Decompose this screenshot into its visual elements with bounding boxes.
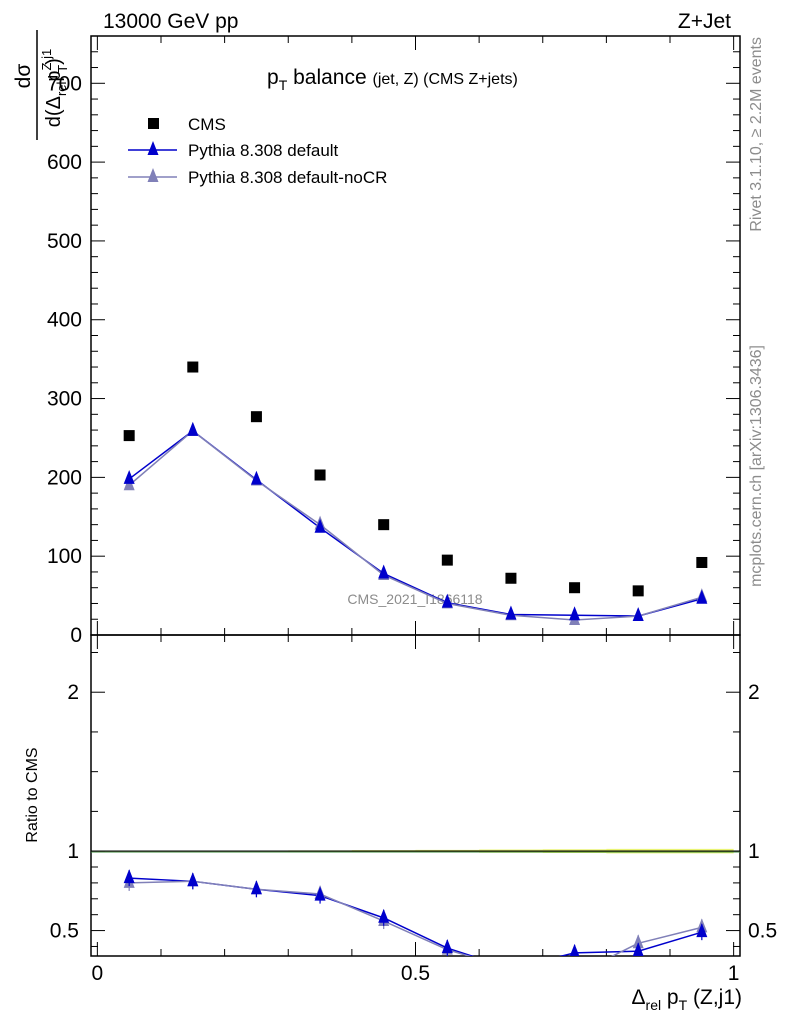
legend-marker-cms [148, 118, 159, 129]
legend-marker [147, 141, 159, 155]
legend-marker [147, 168, 159, 182]
cms-data-point [250, 411, 262, 423]
ratio-data-point [632, 934, 644, 949]
ratio-y-tick-label-right: 0.5 [748, 920, 777, 943]
ylabel-numerator: dσ [12, 64, 35, 89]
top-y-tick-label: 100 [47, 545, 82, 568]
ratio-panel-frame [90, 634, 741, 957]
cms-data-point [569, 582, 581, 594]
top-y-tick-label: 400 [47, 309, 82, 332]
ratio-y-tick-label: 2 [67, 681, 79, 704]
mc-data-point [696, 589, 708, 604]
mc-data-point [632, 607, 644, 622]
ratio-data-point [314, 886, 326, 901]
cms-data-point [696, 556, 708, 568]
x-axis-label: Δrel pT (Z,j1) [632, 986, 743, 1013]
legend-label: Pythia 8.308 default-noCR [188, 168, 387, 187]
ratio-y-tick-label-right: 1 [748, 840, 760, 863]
mcplots-label: mcplots.cern.ch [arXiv:1306.3436] [748, 345, 765, 587]
legend-label: Pythia 8.308 default [188, 141, 339, 160]
ratio-data-point [696, 923, 708, 938]
ratio-data-point [187, 872, 199, 887]
mc-data-point [441, 593, 453, 608]
rivet-label: Rivet 3.1.10, ≥ 2.2M events [748, 37, 765, 232]
cms-data-point [123, 430, 135, 442]
top-series-line [128, 429, 703, 621]
ratio-data-point [569, 943, 580, 956]
ratio-series-line [129, 880, 703, 956]
ratio-data-point [250, 880, 262, 895]
plot-marks: 0 0.5 1 0 100 200 300 400 500 600 700 0.5 0.5 1 1 2 2 CMS… [47, 35, 777, 985]
top-y-tick-label: 0 [70, 624, 82, 647]
top-y-tick-label: 700 [47, 72, 82, 95]
mc-data-point [250, 470, 262, 485]
mc-data-point [569, 606, 581, 621]
mc-data-point [378, 564, 390, 579]
x-tick-label: 0.5 [401, 962, 430, 985]
ratio-y-tick-label: 0.5 [50, 920, 79, 943]
cms-data-point [187, 361, 199, 373]
legend-label: CMS [188, 115, 226, 134]
ratio-data-point [123, 869, 135, 884]
mc-data-point [187, 421, 199, 436]
energy-label: 13000 GeV pp [103, 10, 238, 33]
ratio-data-point [378, 908, 390, 923]
top-y-axis-label: dσ d(ΔrelpZ,j1T) [12, 30, 70, 140]
top-y-tick-label: 200 [47, 466, 82, 489]
top-y-tick-label: 300 [47, 388, 82, 411]
mc-data-point [314, 518, 326, 533]
cms-data-point [314, 469, 326, 481]
top-series-line [128, 429, 703, 617]
x-tick-label: 0 [92, 962, 104, 985]
top-y-tick-label: 600 [47, 151, 82, 174]
process-label: Z+Jet [678, 10, 731, 33]
mc-data-point [123, 469, 135, 484]
legend: CMS Pythia 8.308 default Pythia 8.308 defa… [128, 115, 387, 187]
ratio-y-axis-label: Ratio to CMS [24, 747, 41, 842]
cms-data-point [441, 554, 453, 566]
cms-data-point [505, 572, 517, 584]
chart-title: pT balance (jet, Z) (CMS Z+jets) [267, 66, 518, 93]
mc-data-point [505, 605, 517, 620]
ratio-y-tick-label: 1 [67, 840, 79, 863]
top-y-tick-label: 500 [47, 230, 82, 253]
cms-data-point [378, 519, 390, 531]
ratio-y-tick-label-right: 2 [748, 681, 760, 704]
ratio-data-point [632, 942, 644, 956]
ylabel-denominator: d(ΔrelpZ,j1T) [39, 49, 70, 127]
x-tick-label: 1 [728, 962, 740, 985]
analysis-watermark: CMS_2021_I1866118 [347, 591, 482, 607]
cms-data-point [632, 585, 644, 597]
ratio-data-point [441, 939, 453, 954]
